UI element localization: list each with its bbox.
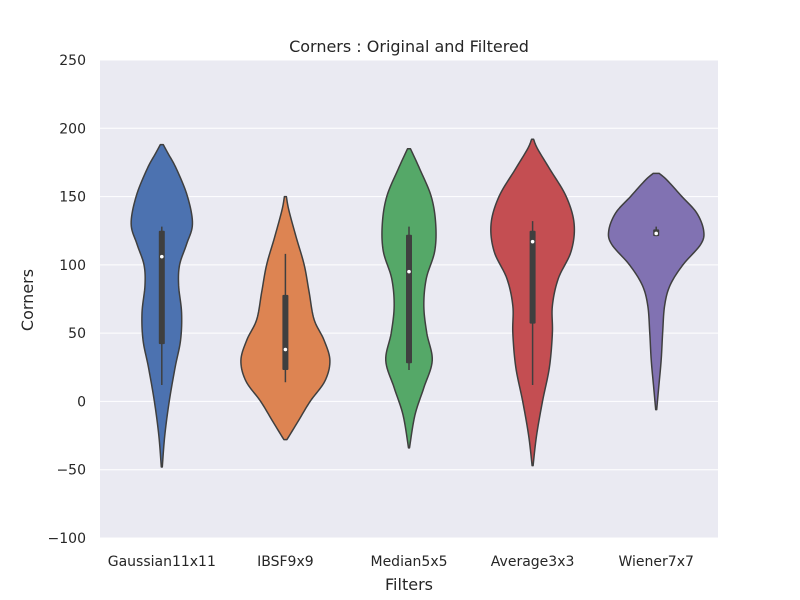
- median-point-IBSF9x9: [283, 347, 288, 352]
- y-axis-ticks: −100 −50 0 50 100 150 200 250: [48, 53, 86, 547]
- x-axis-title: Filters: [385, 575, 433, 594]
- iqr-box-Average3x3: [529, 230, 536, 324]
- iqr-box-IBSF9x9: [282, 294, 289, 371]
- x-tick-label: Gaussian11x11: [108, 554, 216, 570]
- iqr-box-Gaussian11x11: [158, 230, 165, 345]
- y-tick-label: −100: [48, 531, 86, 547]
- y-tick-label: 100: [59, 258, 86, 274]
- y-tick-label: 0: [77, 394, 86, 410]
- y-tick-label: 50: [68, 326, 86, 342]
- median-point-Average3x3: [530, 239, 535, 244]
- y-tick-label: 150: [59, 190, 86, 206]
- x-tick-label: IBSF9x9: [257, 554, 314, 570]
- y-axis-title: Corners: [18, 269, 37, 331]
- median-point-Gaussian11x11: [160, 254, 164, 259]
- median-point-Median5x5: [407, 269, 411, 274]
- violin-Wiener7x7: [607, 172, 705, 411]
- iqr-box-Median5x5: [406, 234, 412, 364]
- x-tick-label: Average3x3: [491, 554, 575, 570]
- y-tick-label: −50: [56, 463, 86, 479]
- x-tick-label: Median5x5: [370, 554, 447, 570]
- y-tick-label: 250: [59, 53, 86, 69]
- violins: [130, 138, 705, 468]
- chart-title: Corners : Original and Filtered: [289, 37, 529, 56]
- x-axis-ticks: Gaussian11x11 IBSF9x9 Median5x5 Average3x3 W…: [108, 554, 694, 570]
- median-point-Wiener7x7: [654, 231, 658, 236]
- y-tick-label: 200: [59, 121, 86, 137]
- x-tick-label: Wiener7x7: [619, 554, 694, 570]
